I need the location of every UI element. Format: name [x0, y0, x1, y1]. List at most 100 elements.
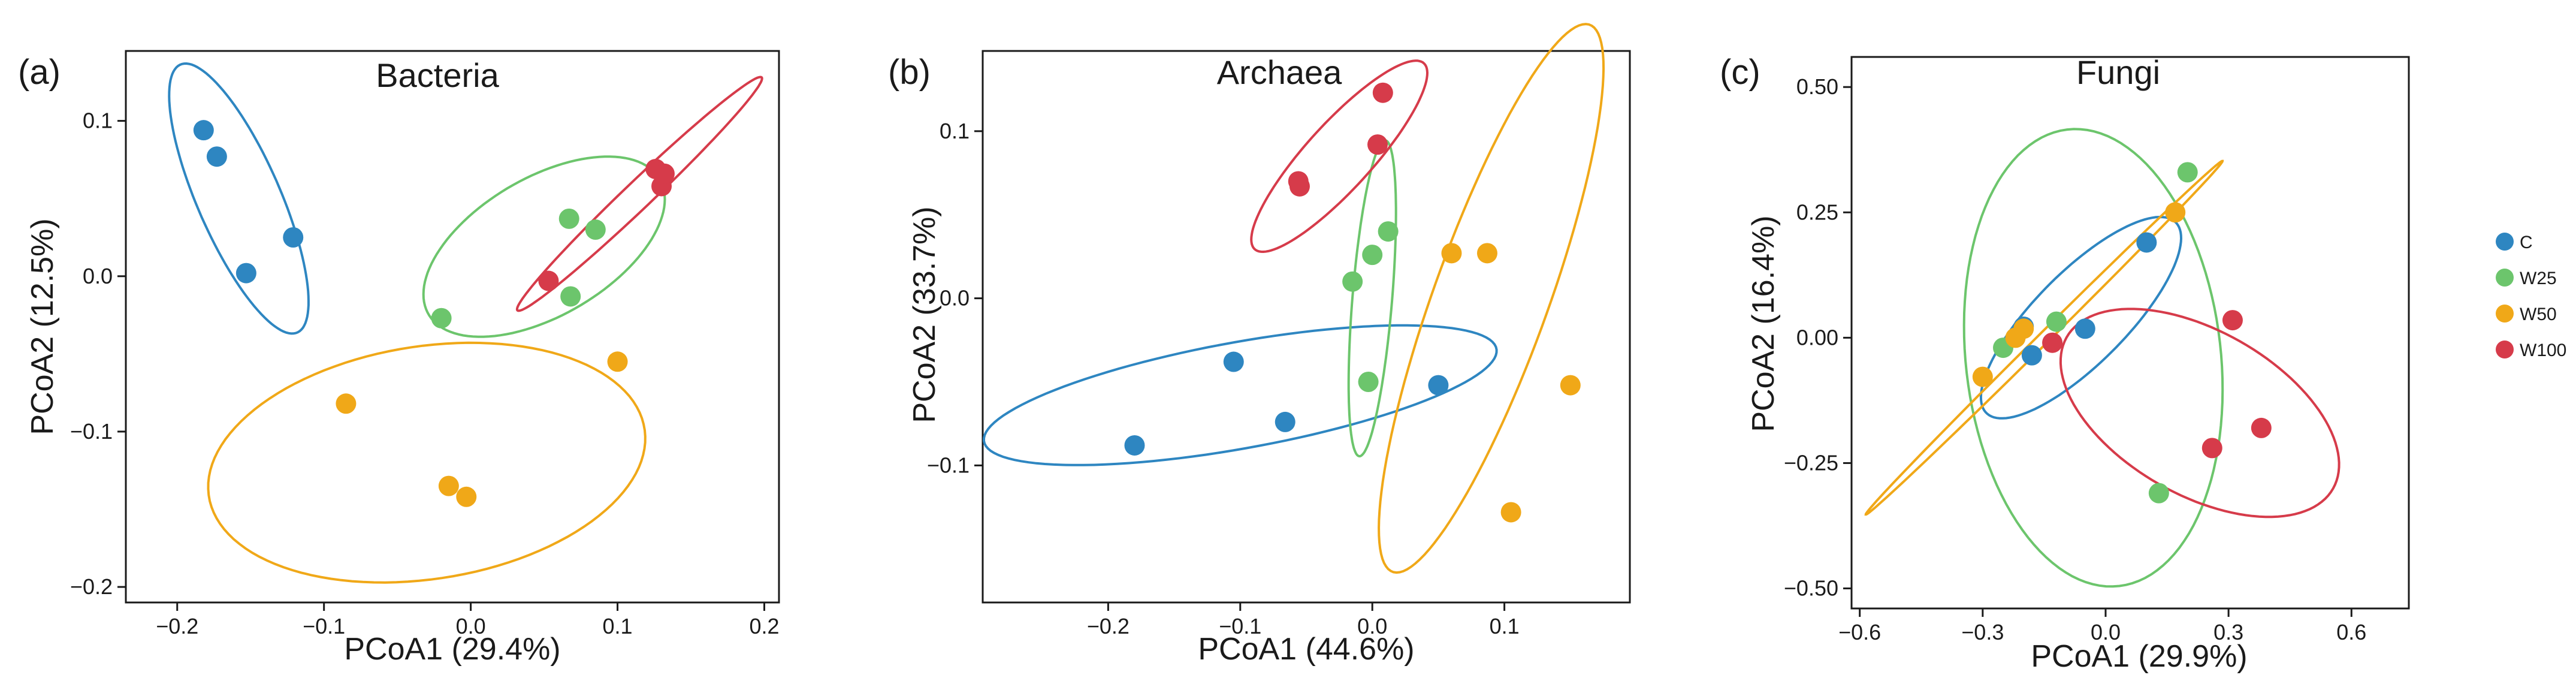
- x-tick-label-bacteria-4: 0.2: [749, 614, 779, 638]
- panel-title-fungi: Fungi: [2076, 53, 2160, 91]
- legend-label-c: C: [2520, 233, 2533, 252]
- plot-frame-archaea: [982, 50, 1631, 604]
- x-tick-label-archaea-3: 0.1: [1490, 614, 1520, 638]
- legend-item-w100: W100: [2496, 341, 2566, 360]
- point-archaea-w50-0: [1441, 243, 1462, 264]
- point-fungi-w100-2: [2222, 310, 2243, 331]
- x-tick-label-fungi-1: −0.3: [1961, 620, 2004, 644]
- ellipse-bacteria-c: [168, 62, 310, 335]
- point-fungi-w100-3: [2251, 417, 2272, 438]
- y-tick-label-fungi-2: 0.00: [1796, 325, 1838, 349]
- point-fungi-w25-1: [2046, 311, 2067, 332]
- panel-letter-c: (c): [1720, 53, 1760, 92]
- y-tick-label-fungi-0: −0.50: [1784, 576, 1838, 601]
- legend-dot-w25: [2496, 269, 2514, 287]
- x-tick-label-archaea-1: −0.1: [1219, 614, 1261, 638]
- panel-title-archaea: Archaea: [1217, 53, 1342, 91]
- panel-title-bacteria: Bacteria: [376, 56, 499, 94]
- y-tick-label-fungi-3: 0.25: [1796, 200, 1838, 224]
- y-tick-label-archaea-0: −0.1: [927, 453, 970, 477]
- y-tick-label-archaea-1: 0.0: [940, 286, 970, 311]
- legend-dot-w50: [2496, 305, 2514, 323]
- y-axis-label-fungi: PCoA2 (16.4%): [1746, 215, 1781, 432]
- ellipse-fungi-w50: [1864, 159, 2224, 516]
- point-fungi-w50-0: [1972, 366, 1993, 387]
- point-archaea-c-0: [1124, 435, 1145, 456]
- y-tick-label-fungi-1: −0.25: [1784, 450, 1838, 475]
- ellipse-bacteria-w100: [515, 76, 763, 312]
- point-bacteria-w25-3: [560, 286, 581, 307]
- point-archaea-c-3: [1428, 375, 1449, 396]
- point-archaea-w25-2: [1378, 221, 1399, 242]
- legend-item-c: C: [2496, 233, 2533, 252]
- point-archaea-w50-3: [1500, 502, 1521, 523]
- legend-label-w50: W50: [2520, 305, 2557, 324]
- x-axis-label-bacteria: PCoA1 (29.4%): [344, 632, 560, 667]
- panel-archaea: (b) Archaea PCoA1 (44.6%) PCoA2 (33.7%) …: [888, 23, 1631, 667]
- legend-label-w25: W25: [2520, 269, 2557, 288]
- x-tick-label-bacteria-1: −0.1: [303, 614, 345, 638]
- point-archaea-c-2: [1275, 411, 1295, 432]
- x-tick-label-fungi-4: 0.6: [2336, 620, 2366, 644]
- point-bacteria-w25-0: [431, 308, 452, 329]
- point-archaea-c-1: [1223, 351, 1244, 372]
- ellipse-fungi-w25: [1962, 128, 2224, 588]
- ellipse-bacteria-w25: [422, 155, 666, 338]
- plot-marks-archaea: −0.2 −0.1 0.0 0.1 −0.1 0.0 0.1: [927, 23, 1605, 638]
- x-axis-label-fungi: PCoA1 (29.9%): [2031, 639, 2247, 674]
- x-tick-label-fungi-3: 0.3: [2213, 620, 2243, 644]
- point-fungi-c-3: [2136, 232, 2157, 253]
- ellipse-bacteria-w50: [207, 341, 647, 584]
- ellipse-fungi-c: [1979, 215, 2183, 420]
- point-bacteria-c-3: [283, 227, 304, 248]
- y-tick-label-archaea-2: 0.1: [940, 119, 970, 143]
- x-tick-label-fungi-0: −0.6: [1838, 620, 1881, 644]
- x-tick-label-archaea-2: 0.0: [1357, 614, 1387, 638]
- panel-fungi: (c) Fungi PCoA1 (29.9%) PCoA2 (16.4%) −0…: [1720, 53, 2410, 674]
- point-bacteria-c-1: [206, 146, 227, 167]
- panel-bacteria: (a) Bacteria PCoA1 (29.4%) PCoA2 (12.5%)…: [18, 50, 780, 667]
- plot-marks-fungi: −0.6 −0.3 0.0 0.3 0.6 −0.50 −0.25 0.00 0.25 0.50: [1784, 74, 2366, 644]
- point-fungi-w100-1: [2201, 438, 2222, 459]
- legend-item-w50: W50: [2496, 305, 2557, 324]
- point-archaea-w25-0: [1342, 271, 1363, 292]
- point-bacteria-w50-0: [336, 393, 357, 414]
- point-bacteria-w25-1: [558, 208, 579, 229]
- point-bacteria-w50-3: [607, 351, 628, 372]
- point-archaea-w50-1: [1476, 243, 1497, 264]
- y-axis-label-bacteria: PCoA2 (12.5%): [25, 218, 60, 435]
- legend-label-w100: W100: [2520, 341, 2566, 360]
- x-tick-label-fungi-2: 0.0: [2091, 620, 2121, 644]
- point-archaea-w100-3: [1372, 82, 1393, 103]
- point-archaea-w25-1: [1362, 245, 1383, 266]
- plot-marks-bacteria: −0.2 −0.1 0.0 0.1 0.2 −0.2 −0.1 0.0 0.1: [70, 62, 780, 638]
- point-fungi-c-2: [2074, 318, 2095, 339]
- point-archaea-w25-3: [1358, 372, 1379, 392]
- panel-letter-a: (a): [18, 53, 61, 92]
- point-fungi-w50-2: [2013, 318, 2034, 339]
- panel-letter-b: (b): [888, 53, 931, 92]
- point-archaea-w100-2: [1367, 134, 1388, 155]
- point-fungi-w25-2: [2177, 162, 2198, 183]
- y-tick-label-bacteria-2: 0.0: [83, 264, 113, 288]
- point-archaea-w50-2: [1560, 375, 1581, 396]
- y-tick-label-fungi-4: 0.50: [1796, 74, 1838, 99]
- plot-frame-bacteria: [125, 50, 780, 604]
- point-bacteria-w100-0: [538, 270, 559, 291]
- point-bacteria-w25-2: [585, 219, 606, 240]
- ellipse-archaea-w50: [1378, 23, 1605, 574]
- ellipse-fungi-w100: [2059, 308, 2341, 519]
- point-fungi-w100-0: [2042, 332, 2063, 353]
- x-tick-label-bacteria-2: 0.0: [456, 614, 486, 638]
- y-tick-label-bacteria-3: 0.1: [83, 109, 113, 133]
- point-fungi-w25-3: [2148, 483, 2169, 504]
- point-bacteria-c-0: [193, 120, 214, 141]
- ellipse-archaea-c: [982, 324, 1498, 466]
- point-archaea-w100-1: [1289, 176, 1310, 197]
- legend: C W25 W50 W100: [2496, 233, 2566, 360]
- point-fungi-w50-3: [2165, 202, 2186, 223]
- point-bacteria-w50-1: [438, 475, 459, 496]
- point-bacteria-w50-2: [456, 486, 477, 507]
- y-tick-label-bacteria-0: −0.2: [70, 574, 113, 599]
